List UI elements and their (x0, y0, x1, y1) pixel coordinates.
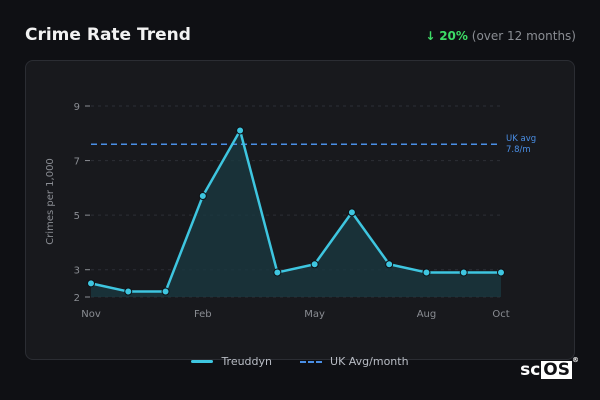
y-tick-label: 3 (74, 266, 80, 277)
y-tick-label: 5 (74, 211, 80, 222)
data-point (124, 287, 133, 296)
logo-text-a: sc (520, 360, 541, 380)
data-point (422, 268, 431, 277)
series-area-fill (91, 130, 501, 297)
y-tick-label: 9 (74, 102, 80, 113)
legend-item-series[interactable]: Treuddyn (191, 355, 272, 368)
y-tick-label: 2 (74, 293, 80, 304)
uk-avg-value-label: 7.8/m (506, 145, 531, 155)
data-point (161, 287, 170, 296)
legend-item-uk-avg[interactable]: UK Avg/month (300, 355, 409, 368)
legend-series-swatch (191, 360, 214, 363)
scos-logo: sc OS ® (520, 356, 579, 380)
x-tick-label: Oct (492, 309, 509, 320)
trend-period: (over 12 months) (471, 29, 576, 43)
y-tick-label: 7 (74, 157, 80, 168)
y-axis-label: Crimes per 1,000 (45, 158, 56, 245)
data-point (273, 268, 282, 277)
data-point (310, 260, 319, 269)
series-line-treuddyn (90, 129, 501, 293)
data-point (385, 260, 394, 269)
logo-text-b: OS (541, 360, 572, 380)
x-tick-label: Nov (81, 309, 101, 320)
data-point (198, 192, 207, 201)
data-point (497, 268, 505, 277)
page-title: Crime Rate Trend (25, 25, 191, 45)
x-tick-label: Feb (194, 309, 212, 320)
data-point (347, 208, 356, 217)
legend-series-label: Treuddyn (221, 355, 273, 368)
data-point (87, 279, 95, 288)
chart-legend: Treuddyn UK Avg/month (0, 355, 600, 368)
logo-registered-mark: ® (572, 356, 579, 364)
x-tick-label: May (304, 309, 325, 320)
trend-summary: ↓ 20% (over 12 months) (425, 29, 576, 43)
trend-percentage: 20% (439, 29, 468, 43)
data-point (236, 126, 245, 135)
legend-avg-swatch (300, 360, 323, 363)
data-point (459, 268, 468, 277)
x-tick-label: Aug (417, 309, 437, 320)
uk-avg-label: UK avg (506, 134, 536, 144)
trend-down-arrow-icon: ↓ (425, 29, 436, 43)
legend-avg-label: UK Avg/month (330, 355, 409, 368)
chart-card (25, 60, 575, 360)
